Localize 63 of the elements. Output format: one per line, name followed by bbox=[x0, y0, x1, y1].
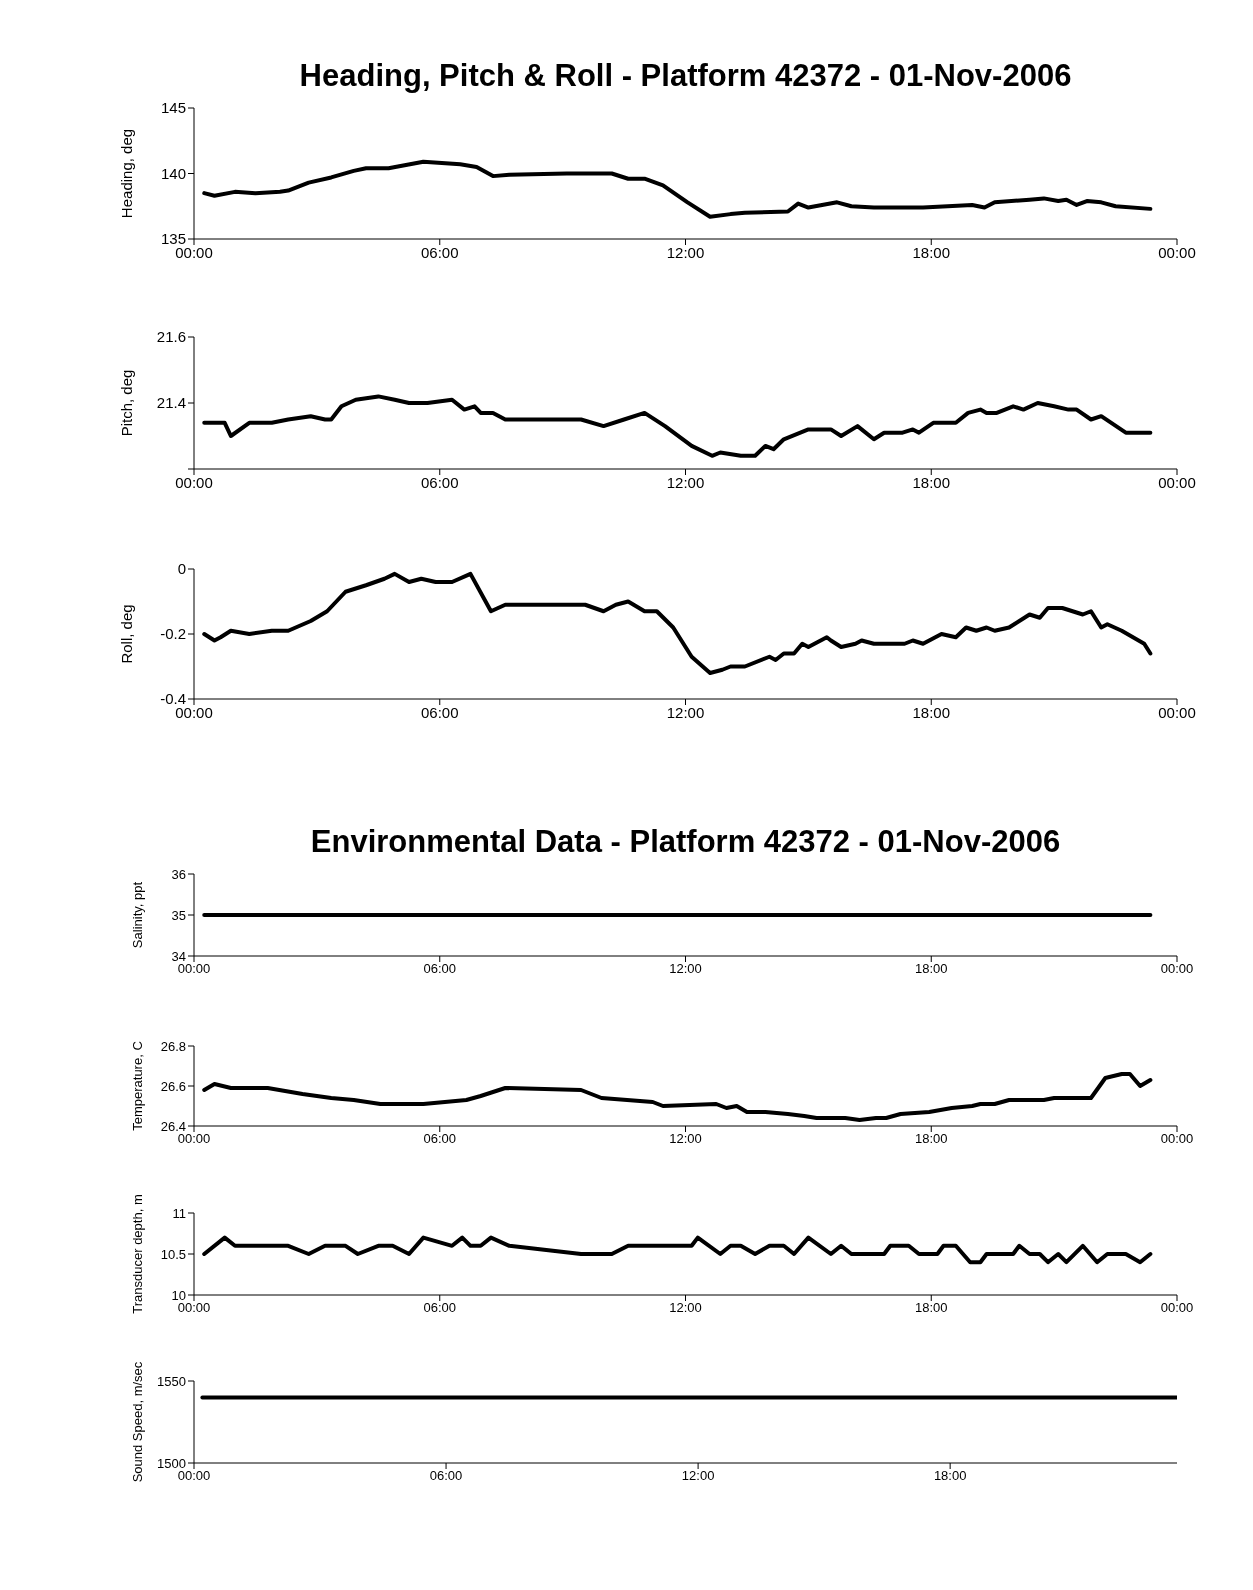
y-tick-label: 36 bbox=[171, 866, 186, 882]
y-axis-title: Temperature, C bbox=[130, 1041, 145, 1131]
x-tick-label: 00:00 bbox=[177, 961, 211, 977]
x-tick-label: 06:00 bbox=[423, 1300, 457, 1316]
y-tick-label: 145 bbox=[160, 99, 186, 117]
y-tick-label: 140 bbox=[160, 164, 186, 182]
x-tick-label: 00:00 bbox=[1158, 243, 1196, 261]
x-tick-label: 00:00 bbox=[175, 473, 213, 491]
y-tick-label: 10 bbox=[171, 1287, 186, 1303]
x-tick-label: 12:00 bbox=[666, 703, 705, 721]
line-series bbox=[202, 571, 1153, 675]
y-tick-label: 26.8 bbox=[160, 1038, 186, 1054]
x-tick-label: 18:00 bbox=[914, 1300, 948, 1316]
x-tick-label: 00:00 bbox=[1160, 1300, 1194, 1316]
x-tick-label: 18:00 bbox=[912, 473, 951, 491]
x-tick-label: 12:00 bbox=[669, 961, 702, 977]
x-tick-label: 00:00 bbox=[1160, 961, 1194, 977]
y-axis-title: Salinity, ppt bbox=[130, 881, 145, 949]
x-tick-label: 12:00 bbox=[681, 1468, 715, 1484]
y-tick-label: 26.6 bbox=[160, 1078, 186, 1094]
y-tick-label: 35 bbox=[171, 907, 186, 923]
x-tick-label: 18:00 bbox=[912, 703, 951, 721]
y-tick-label: 34 bbox=[171, 948, 186, 964]
x-tick-label: 12:00 bbox=[666, 473, 705, 491]
y-tick-label: 0 bbox=[177, 560, 186, 578]
y-tick-label: 1500 bbox=[157, 1455, 186, 1471]
chart-title: Environmental Data - Platform 42372 - 01-Nov-2006 bbox=[309, 824, 1062, 860]
y-axis-title: Sound Speed, m/sec bbox=[130, 1361, 145, 1483]
x-tick-label: 12:00 bbox=[666, 243, 705, 261]
line-series bbox=[202, 1235, 1153, 1265]
x-tick-label: 06:00 bbox=[420, 473, 459, 491]
y-tick-label: 11 bbox=[172, 1205, 186, 1221]
x-tick-label: 00:00 bbox=[1158, 703, 1196, 721]
x-tick-label: 12:00 bbox=[669, 1300, 702, 1316]
x-tick-label: 00:00 bbox=[177, 1468, 211, 1484]
line-series bbox=[202, 394, 1153, 458]
y-tick-label: 21.4 bbox=[156, 394, 186, 412]
y-axis-title: Transducer depth, m bbox=[130, 1194, 145, 1314]
x-tick-label: 00:00 bbox=[177, 1300, 211, 1316]
x-tick-label: 06:00 bbox=[420, 243, 459, 261]
x-tick-label: 18:00 bbox=[914, 961, 948, 977]
chart-title: Heading, Pitch & Roll - Platform 42372 - 01-Nov-2006 bbox=[298, 58, 1073, 94]
x-tick-label: 00:00 bbox=[1158, 473, 1196, 491]
y-axis-title: Pitch, deg bbox=[118, 369, 135, 437]
y-axis-title: Roll, deg bbox=[118, 604, 135, 664]
x-tick-label: 18:00 bbox=[914, 1131, 948, 1147]
x-tick-label: 00:00 bbox=[1160, 1131, 1194, 1147]
line-series bbox=[202, 159, 1153, 219]
y-axis-title: Heading, deg bbox=[118, 128, 135, 219]
x-tick-label: 18:00 bbox=[912, 243, 951, 261]
x-tick-label: 06:00 bbox=[423, 1131, 457, 1147]
x-tick-label: 18:00 bbox=[933, 1468, 967, 1484]
x-tick-label: 06:00 bbox=[420, 703, 459, 721]
line-series bbox=[202, 1072, 1153, 1122]
x-tick-label: 12:00 bbox=[669, 1131, 702, 1147]
y-tick-label: 26.4 bbox=[160, 1118, 186, 1134]
y-tick-label: 10.5 bbox=[160, 1246, 186, 1262]
x-tick-label: 06:00 bbox=[423, 961, 457, 977]
y-tick-label: 21.6 bbox=[156, 328, 186, 346]
x-tick-label: 06:00 bbox=[429, 1468, 463, 1484]
y-tick-label: 1550 bbox=[157, 1373, 186, 1389]
x-tick-label: 00:00 bbox=[177, 1131, 211, 1147]
y-tick-label: -0.2 bbox=[160, 625, 186, 643]
